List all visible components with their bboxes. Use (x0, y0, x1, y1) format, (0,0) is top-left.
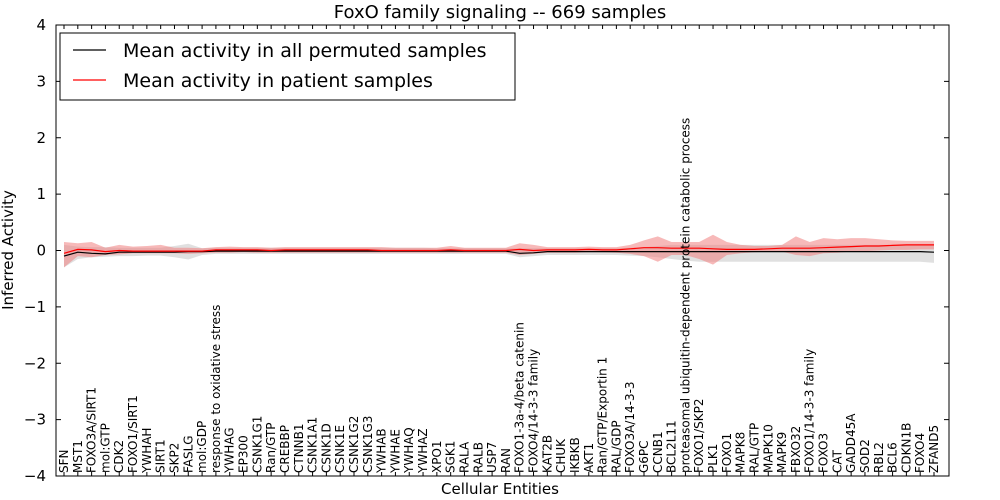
x-tick-label: FOXO3A/14-3-3 (623, 381, 637, 473)
x-tick-label: G6PC (637, 440, 651, 473)
x-tick-label: CTNNB1 (292, 423, 306, 473)
x-tick-label: CSNK1E (333, 425, 347, 473)
y-tick-label: 2 (36, 129, 46, 147)
x-tick-label: FOXO3A/SIRT1 (85, 387, 99, 473)
chart-title: FoxO family signaling -- 669 samples (334, 2, 666, 23)
x-tick-label: YWHAQ (402, 427, 416, 474)
x-tick-label: SFN (57, 450, 71, 474)
x-tick-label: GADD45A (844, 413, 858, 473)
x-tick-label: BCL2L11 (665, 420, 679, 473)
x-tick-label: RALA (458, 441, 472, 473)
x-tick-label: CDK2 (112, 440, 126, 473)
x-tick-label: XPO1 (430, 440, 444, 473)
x-tick-label: CREBBP (278, 425, 292, 473)
x-tick-label: FOXO1/SIRT1 (126, 395, 140, 473)
x-tick-label: RAN (499, 448, 513, 473)
x-tick-label: PLK1 (706, 444, 720, 473)
x-tick-label: FOXO3 (817, 433, 831, 473)
y-tick-label: 0 (36, 242, 46, 260)
x-tick-label: mol:GDP (195, 421, 209, 473)
series-lines (63, 244, 935, 257)
x-tick-label: SKP2 (168, 443, 182, 473)
x-tick-label: BCL6 (886, 442, 900, 473)
y-tick-label: −4 (24, 467, 46, 485)
x-tick-label: RAL/GDP (609, 420, 623, 473)
x-tick-label: KAT2B (540, 435, 554, 473)
x-tick-label: YWHAH (140, 428, 154, 474)
x-tick-label: YWHAB (375, 428, 389, 474)
legend-label-patient: Mean activity in patient samples (123, 70, 433, 92)
x-tick-label: mol:GTP (98, 423, 112, 473)
x-tick-label: CCNB1 (651, 431, 665, 473)
x-tick-label: SIRT1 (154, 439, 168, 473)
x-tick-label: IKBKB (568, 437, 582, 473)
x-tick-label: YWHAZ (416, 428, 430, 474)
x-tick-label: response to oxidative stress (209, 305, 223, 473)
x-tick-label: FASLG (181, 435, 195, 473)
x-tick-label: CSNK1A1 (306, 417, 320, 473)
y-tick-label: −2 (24, 354, 46, 372)
x-tick-label: RBL2 (872, 442, 886, 473)
y-tick-label: 1 (36, 185, 46, 203)
x-tick-label: CSNK1G3 (361, 416, 375, 473)
x-tick-label: FBXO32 (789, 426, 803, 473)
y-tick-label: 4 (36, 16, 46, 34)
x-axis-label: Cellular Entities (441, 480, 559, 498)
x-tick-label: Ran/GTP (264, 422, 278, 473)
x-tick-label: CSNK1D (319, 423, 333, 473)
x-tick-label: YWHAG (223, 427, 237, 474)
x-tick-label: YWHAE (388, 429, 402, 474)
y-tick-label: −3 (24, 411, 46, 429)
line-patient (63, 244, 934, 254)
x-tick-label: RALB (471, 442, 485, 473)
x-tick-label: FOXO1-3a-4/beta catenin (513, 322, 527, 473)
x-tick-label: EP300 (237, 435, 251, 473)
x-tick-label: MAPK9 (775, 432, 789, 473)
x-tick-label: MST1 (71, 440, 85, 473)
x-tick-label: CSNK1G2 (347, 416, 361, 473)
x-tick-label: AKT1 (582, 443, 596, 473)
x-tick-label: FOXO1 (720, 433, 734, 473)
x-tick-label: CHUK (554, 438, 568, 473)
x-tick-label: SOD2 (858, 439, 872, 473)
x-tick-label: MAPK8 (734, 432, 748, 473)
x-tick-label: CDKN1B (899, 423, 913, 473)
x-tick-label: FOXO4/14-3-3 family (527, 349, 541, 473)
plot-frame (55, 24, 950, 477)
x-tick-label: Ran/GTP/Exportin 1 (596, 357, 610, 473)
y-tick-label: −1 (24, 298, 46, 316)
x-tick-label: ZFAND5 (927, 425, 941, 473)
x-axis-tick-labels: SFN MST1 FOXO3A/SIRT1 mol:GTP CDK2 FOXO1/SIRT… (57, 25, 941, 476)
y-axis-label: Inferred Activity (0, 190, 17, 310)
legend: Mean activity in all permuted samples Me… (59, 32, 516, 101)
legend-label-permuted: Mean activity in all permuted samples (123, 40, 486, 62)
x-tick-label: CAT (830, 449, 844, 473)
y-axis-ticks: −4 −3 −2 −1 0 1 2 3 4 (24, 16, 949, 485)
x-tick-label: RAL/GTP (748, 423, 762, 473)
x-tick-label: CSNK1G1 (250, 416, 264, 473)
y-tick-label: 3 (36, 72, 46, 90)
x-tick-label: FOXO4 (913, 433, 927, 473)
x-tick-label: USP7 (485, 442, 499, 473)
x-tick-label: proteasomal ubiquitin-dependent protein … (678, 118, 692, 473)
x-tick-label: SGK1 (444, 441, 458, 473)
x-tick-label: MAPK10 (761, 424, 775, 473)
legend-box (59, 32, 516, 101)
x-tick-label: FOXO1/SKP2 (692, 398, 706, 473)
x-tick-label: FOXO1/14-3-3 family (803, 349, 817, 473)
